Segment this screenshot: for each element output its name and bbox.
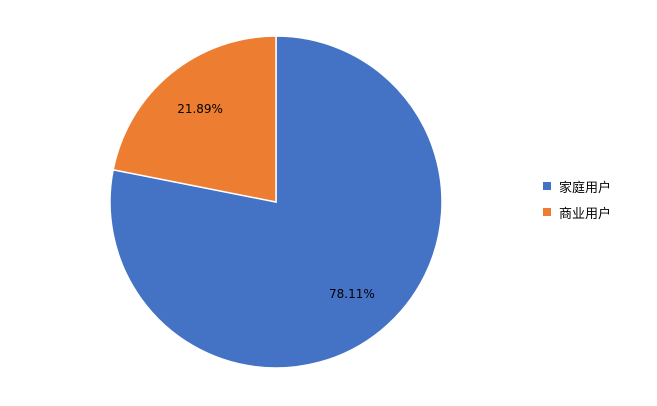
legend-swatch-household <box>543 182 551 190</box>
data-label-household: 78.11% <box>329 287 375 301</box>
legend-label-commercial: 商业用户 <box>559 206 612 222</box>
pie-slices <box>109 35 443 369</box>
slice-commercial <box>112 35 277 203</box>
data-label-commercial: 21.89% <box>177 102 223 116</box>
slice-household <box>109 35 443 369</box>
pie-data-labels: 78.11% 21.89% <box>177 102 375 301</box>
legend: 家庭用户 商业用户 <box>543 175 611 227</box>
legend-label-household: 家庭用户 <box>559 180 612 196</box>
legend-swatch-commercial <box>543 208 551 216</box>
legend-item-household: 家庭用户 <box>543 175 611 197</box>
legend-item-commercial: 商业用户 <box>543 201 611 223</box>
